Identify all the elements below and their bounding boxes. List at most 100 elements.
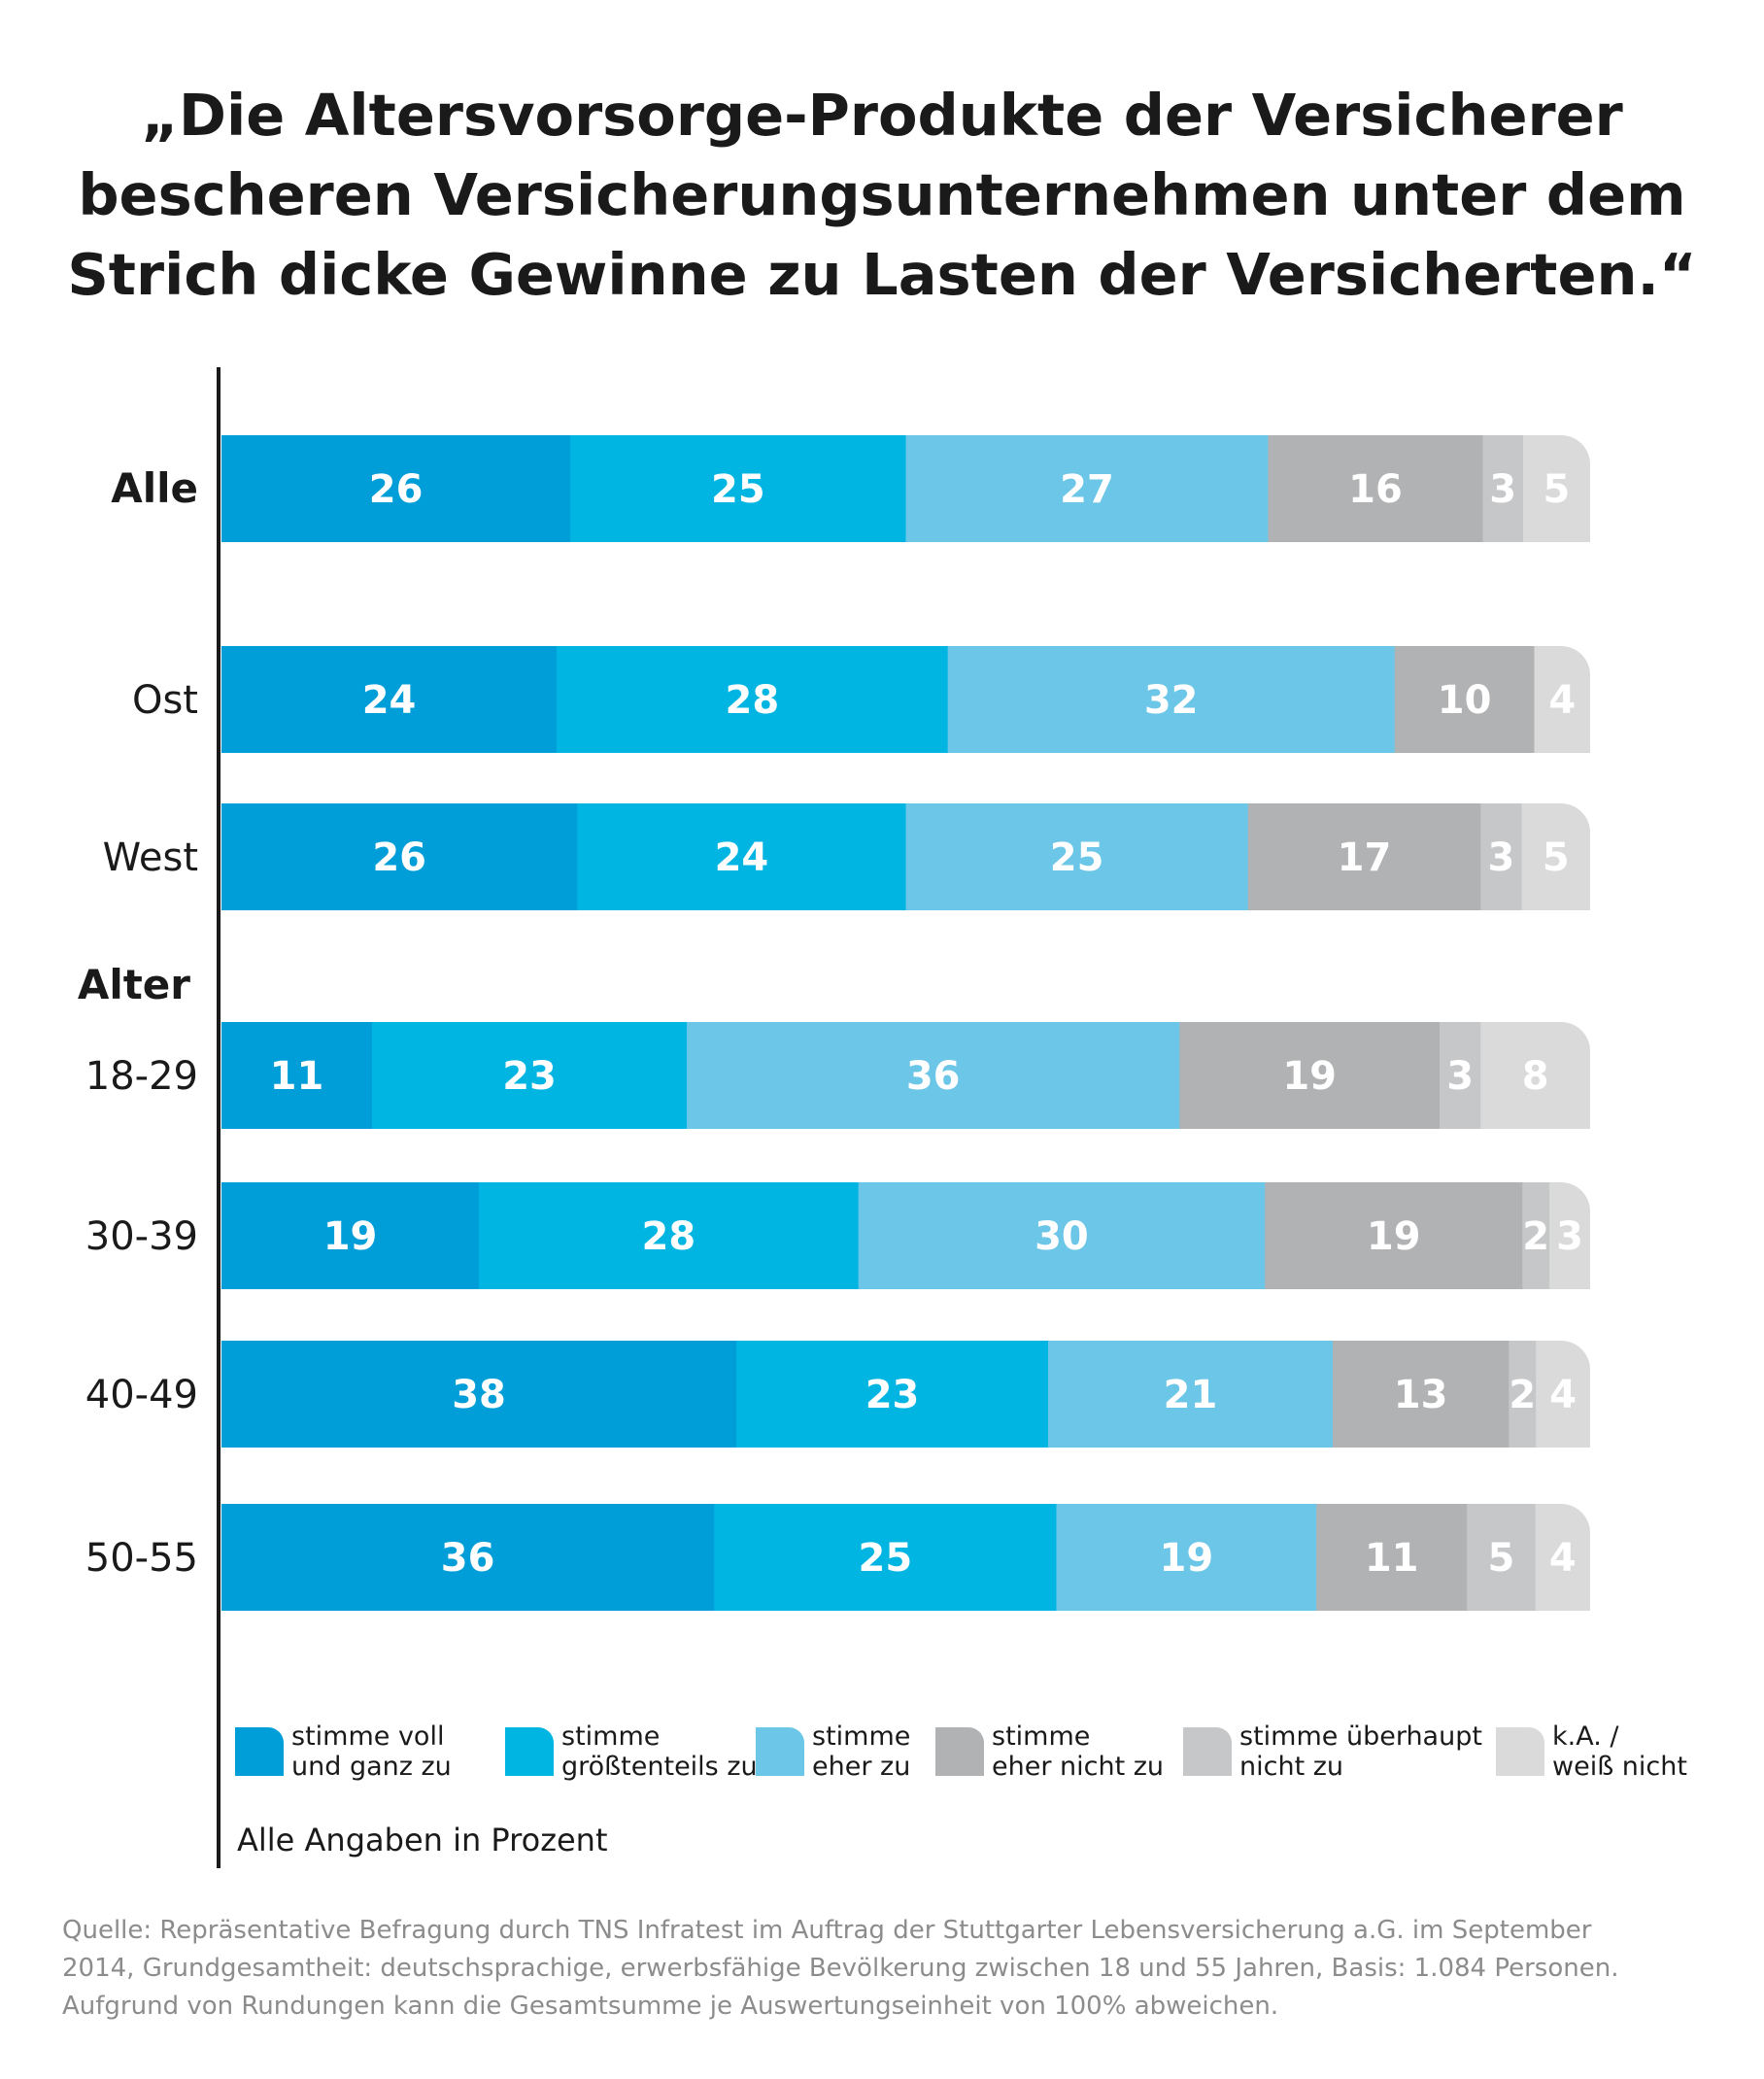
legend-swatch-0 xyxy=(235,1727,284,1776)
bar-row-Ost xyxy=(221,646,1590,753)
bar-30-39-seg-3 xyxy=(1265,1182,1523,1289)
data-label-Alle-2: 27 xyxy=(1060,467,1114,512)
data-label-50-55-0: 36 xyxy=(441,1536,495,1581)
data-label-50-55-4: 5 xyxy=(1487,1536,1514,1581)
category-label-50-55: 50-55 xyxy=(85,1536,198,1581)
data-label-Ost-1: 28 xyxy=(726,678,780,723)
bar-40-49-seg-0 xyxy=(221,1341,737,1448)
bar-18-29-seg-3 xyxy=(1179,1022,1441,1129)
legend-label-3: stimme eher nicht zu xyxy=(992,1721,1164,1782)
data-label-40-49-5: 4 xyxy=(1549,1373,1577,1417)
bar-30-39-seg-2 xyxy=(858,1182,1266,1289)
bar-West-seg-4 xyxy=(1480,803,1523,910)
bar-50-55-seg-1 xyxy=(714,1504,1057,1611)
legend-swatch-2 xyxy=(756,1727,804,1776)
legend-swatch-5 xyxy=(1496,1727,1544,1776)
bar-18-29-seg-4 xyxy=(1440,1022,1481,1129)
data-label-Ost-5: 4 xyxy=(1548,678,1576,723)
data-label-40-49-4: 2 xyxy=(1509,1373,1536,1417)
bar-West-seg-5 xyxy=(1521,803,1590,910)
bar-18-29-seg-0 xyxy=(221,1022,373,1129)
chart-title: „Die Altersvorsorge-Produkte der Versich… xyxy=(0,76,1764,315)
bar-Alle-seg-3 xyxy=(1268,435,1483,542)
bar-50-55-seg-3 xyxy=(1316,1504,1468,1611)
bar-40-49-seg-1 xyxy=(736,1341,1049,1448)
data-label-30-39-4: 2 xyxy=(1522,1214,1549,1259)
bar-row-40-49 xyxy=(221,1341,1590,1448)
bar-row-Alle xyxy=(221,435,1590,542)
data-label-30-39-1: 28 xyxy=(642,1214,696,1259)
legend-label-4: stimme überhaupt nicht zu xyxy=(1239,1721,1482,1782)
bar-Alle-seg-2 xyxy=(905,435,1269,542)
data-label-Alle-5: 5 xyxy=(1544,467,1571,512)
legend-swatch-1 xyxy=(505,1727,554,1776)
bar-50-55-seg-5 xyxy=(1535,1504,1590,1611)
legend-swatch-3 xyxy=(935,1727,984,1776)
category-label-Ost: Ost xyxy=(132,678,198,723)
data-label-Ost-2: 32 xyxy=(1144,678,1199,723)
bar-18-29-seg-5 xyxy=(1480,1022,1590,1129)
bar-18-29-seg-2 xyxy=(687,1022,1180,1129)
bar-Ost-seg-5 xyxy=(1534,646,1590,753)
data-label-50-55-1: 25 xyxy=(859,1536,913,1581)
data-label-Alle-3: 16 xyxy=(1348,467,1403,512)
data-label-40-49-3: 13 xyxy=(1394,1373,1448,1417)
data-label-Ost-0: 24 xyxy=(362,678,417,723)
data-label-West-3: 17 xyxy=(1338,835,1392,880)
legend-label-2: stimme eher zu xyxy=(812,1721,910,1782)
data-label-18-29-4: 3 xyxy=(1446,1054,1474,1099)
data-label-Alle-1: 25 xyxy=(711,467,765,512)
bar-row-West xyxy=(221,803,1590,910)
legend-label-0: stimme voll und ganz zu xyxy=(291,1721,452,1782)
bar-row-18-29 xyxy=(221,1022,1590,1129)
data-label-West-2: 25 xyxy=(1050,835,1104,880)
category-label-West: West xyxy=(103,835,198,880)
group-header-alter: Alter xyxy=(78,961,190,1008)
data-label-18-29-1: 23 xyxy=(502,1054,557,1099)
bar-Ost-seg-0 xyxy=(221,646,558,753)
data-label-18-29-5: 8 xyxy=(1522,1054,1549,1099)
source-note: Quelle: Repräsentative Befragung durch T… xyxy=(62,1912,1713,2026)
bar-West-seg-2 xyxy=(905,803,1249,910)
source-line-3: Aufgrund von Rundungen kann die Gesamtsu… xyxy=(62,1992,1279,2021)
bar-West-seg-1 xyxy=(577,803,906,910)
bar-30-39-seg-5 xyxy=(1549,1182,1590,1289)
data-label-50-55-2: 19 xyxy=(1160,1536,1214,1581)
data-label-30-39-0: 19 xyxy=(323,1214,378,1259)
data-label-Alle-0: 26 xyxy=(369,467,424,512)
data-label-40-49-1: 23 xyxy=(865,1373,920,1417)
source-line-2: 2014, Grundgesamtheit: deutschsprachige,… xyxy=(62,1954,1619,1983)
bar-Ost-seg-3 xyxy=(1394,646,1535,753)
bar-Alle-seg-0 xyxy=(221,435,571,542)
bar-30-39-seg-0 xyxy=(221,1182,480,1289)
bar-West-seg-0 xyxy=(221,803,578,910)
legend-swatch-4 xyxy=(1183,1727,1232,1776)
category-label-18-29: 18-29 xyxy=(85,1054,198,1099)
bar-40-49-seg-4 xyxy=(1509,1341,1537,1448)
title-line-1: „Die Altersvorsorge-Produkte der Versich… xyxy=(141,82,1623,149)
data-label-Alle-4: 3 xyxy=(1489,467,1516,512)
bar-30-39-seg-4 xyxy=(1522,1182,1550,1289)
bar-50-55-seg-4 xyxy=(1467,1504,1537,1611)
bar-West-seg-3 xyxy=(1247,803,1481,910)
legend-label-5: k.A. / weiß nicht xyxy=(1552,1721,1687,1782)
data-label-18-29-0: 11 xyxy=(270,1054,324,1099)
data-label-18-29-3: 19 xyxy=(1282,1054,1337,1099)
data-label-West-1: 24 xyxy=(715,835,769,880)
bar-30-39-seg-1 xyxy=(479,1182,860,1289)
data-label-50-55-5: 4 xyxy=(1549,1536,1577,1581)
bar-Ost-seg-2 xyxy=(947,646,1396,753)
data-label-30-39-5: 3 xyxy=(1556,1214,1583,1259)
bar-Alle-seg-4 xyxy=(1482,435,1524,542)
bar-40-49-seg-3 xyxy=(1332,1341,1510,1448)
data-label-40-49-0: 38 xyxy=(452,1373,506,1417)
category-label-30-39: 30-39 xyxy=(85,1214,198,1259)
category-label-40-49: 40-49 xyxy=(85,1373,198,1417)
category-label-Alle: Alle xyxy=(111,464,198,512)
bar-40-49-seg-2 xyxy=(1047,1341,1334,1448)
data-label-West-0: 26 xyxy=(372,835,426,880)
bar-Ost-seg-1 xyxy=(557,646,949,753)
bar-18-29-seg-1 xyxy=(371,1022,688,1129)
bar-row-50-55 xyxy=(221,1504,1590,1611)
